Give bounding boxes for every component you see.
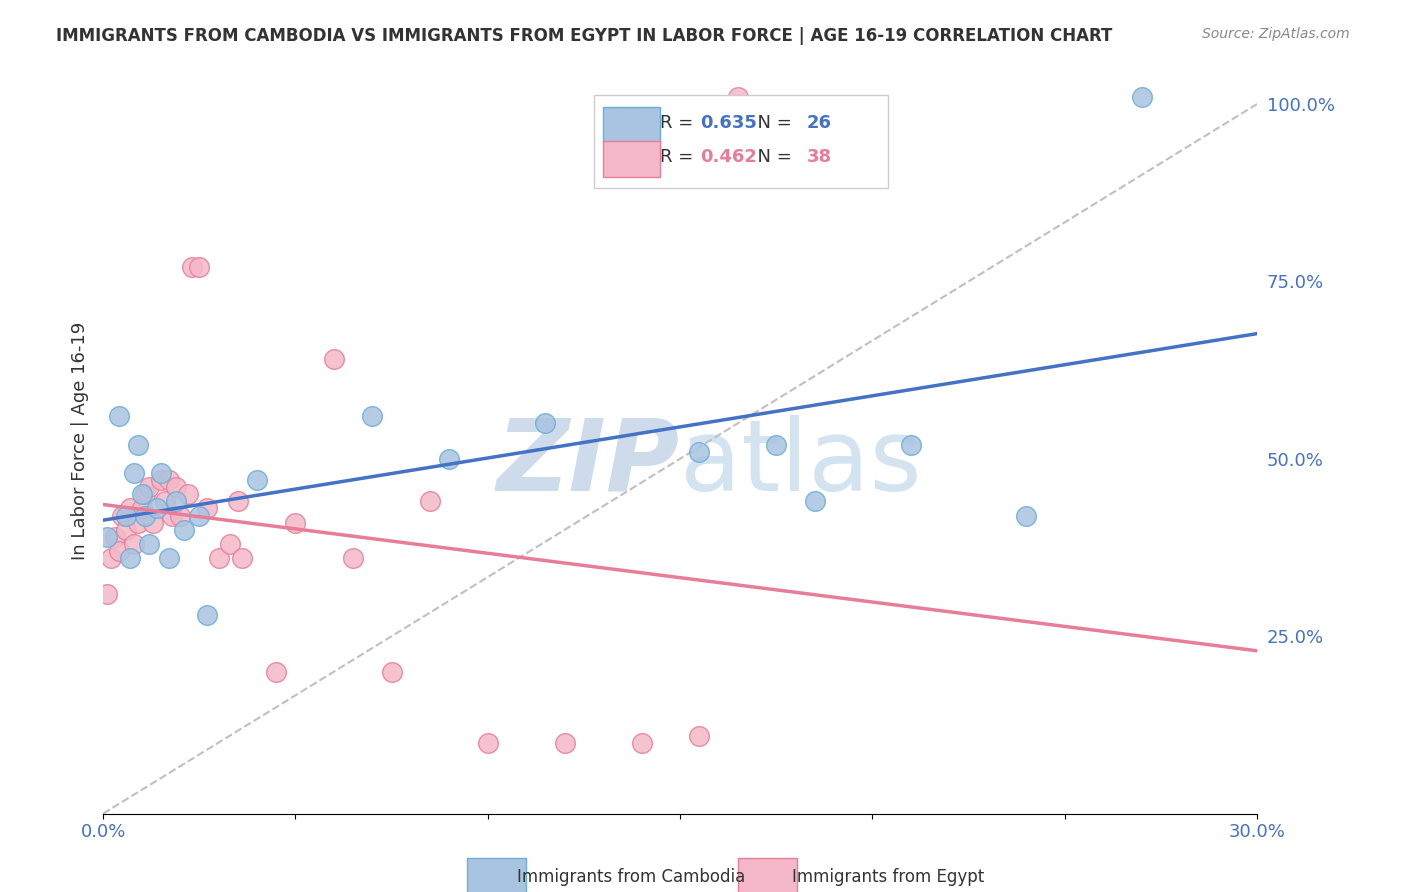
Point (96, 586, 118, 600)
Point (477, 736, 499, 750)
Point (180, 260, 202, 275)
Point (162, 508, 184, 523)
Point (118, 501, 141, 516)
Point (195, 607, 218, 622)
Point (900, 437, 922, 451)
Point (630, 736, 652, 750)
Point (115, 523, 138, 537)
Text: Immigrants from Egypt: Immigrants from Egypt (792, 868, 984, 886)
FancyBboxPatch shape (593, 95, 887, 187)
Point (361, 409, 384, 424)
Point (165, 480, 187, 494)
Point (173, 523, 195, 537)
Point (803, 494, 825, 508)
Point (419, 494, 441, 508)
Point (169, 508, 191, 523)
Point (115, 508, 138, 523)
Point (226, 494, 249, 508)
Point (1015, 508, 1038, 523)
Point (122, 537, 145, 551)
Point (138, 480, 160, 494)
Point (157, 551, 180, 566)
Y-axis label: In Labor Force | Age 16-19: In Labor Force | Age 16-19 (72, 322, 89, 560)
FancyBboxPatch shape (603, 106, 661, 143)
Point (246, 473, 269, 487)
Point (177, 487, 200, 501)
Point (219, 537, 242, 551)
Point (322, 352, 344, 367)
Point (381, 665, 404, 679)
Point (765, 437, 787, 451)
Point (104, 530, 127, 544)
Point (688, 729, 710, 743)
Text: atlas: atlas (681, 415, 922, 512)
Point (146, 501, 169, 516)
Point (1130, 90, 1153, 104)
Point (107, 409, 129, 424)
Point (127, 437, 149, 451)
Point (118, 551, 141, 566)
FancyBboxPatch shape (603, 141, 661, 177)
Point (439, 451, 461, 466)
Point (264, 665, 287, 679)
Point (688, 444, 710, 458)
Point (153, 494, 176, 508)
Text: IMMIGRANTS FROM CAMBODIA VS IMMIGRANTS FROM EGYPT IN LABOR FORCE | AGE 16-19 COR: IMMIGRANTS FROM CAMBODIA VS IMMIGRANTS F… (56, 27, 1112, 45)
Point (207, 551, 229, 566)
Text: N =: N = (745, 148, 797, 166)
Point (534, 417, 557, 431)
Point (149, 473, 172, 487)
Point (554, 736, 576, 750)
Text: N =: N = (745, 114, 797, 132)
Point (111, 508, 134, 523)
Point (188, 260, 211, 275)
Point (195, 501, 218, 516)
Point (122, 466, 145, 480)
Text: R =: R = (661, 114, 699, 132)
Text: Immigrants from Cambodia: Immigrants from Cambodia (517, 868, 745, 886)
Point (727, 90, 749, 104)
Text: 26: 26 (807, 114, 832, 132)
Text: ZIP: ZIP (498, 415, 681, 512)
Point (142, 516, 165, 530)
Point (96, 530, 118, 544)
Point (284, 516, 307, 530)
Text: 0.635: 0.635 (700, 114, 756, 132)
Text: 38: 38 (807, 148, 832, 166)
Point (100, 551, 122, 566)
Point (149, 466, 172, 480)
Point (131, 501, 153, 516)
Point (138, 537, 160, 551)
Text: Source: ZipAtlas.com: Source: ZipAtlas.com (1202, 27, 1350, 41)
Text: R =: R = (661, 148, 699, 166)
Point (342, 551, 364, 566)
Point (231, 551, 253, 566)
Point (157, 473, 180, 487)
Text: 0.462: 0.462 (700, 148, 756, 166)
Point (188, 508, 211, 523)
Point (165, 494, 187, 508)
Point (131, 487, 153, 501)
Point (107, 544, 129, 558)
Point (134, 487, 156, 501)
Point (127, 516, 149, 530)
Point (134, 508, 156, 523)
